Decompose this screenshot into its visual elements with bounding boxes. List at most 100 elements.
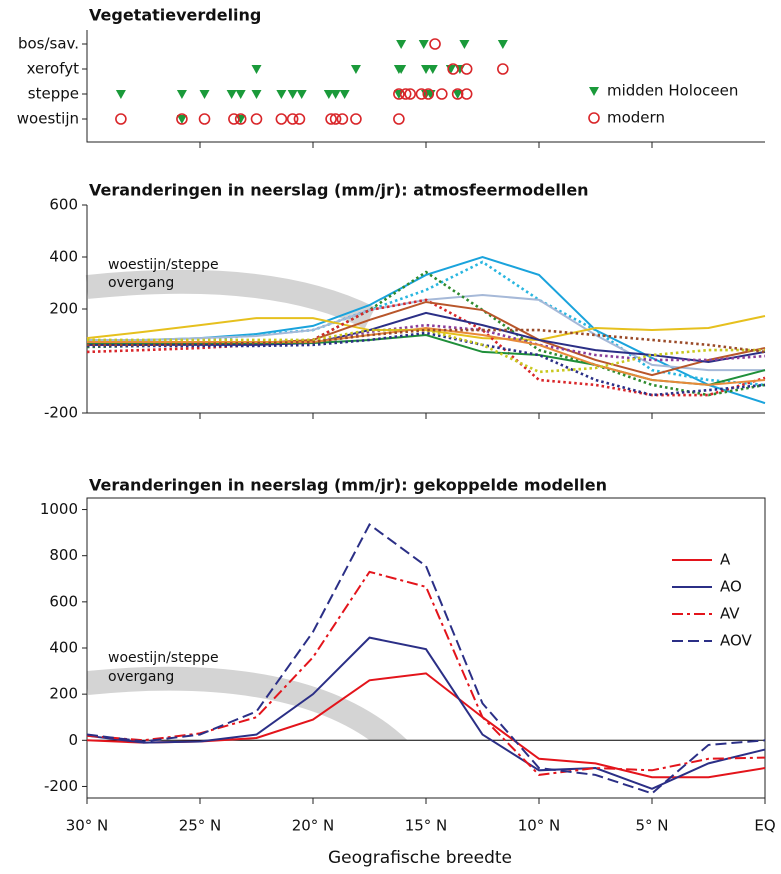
point — [589, 87, 599, 96]
point — [276, 90, 287, 99]
point — [199, 90, 210, 99]
y-tick-label: 1000 — [40, 500, 78, 518]
y-tick-label: woestijn — [17, 110, 79, 128]
point — [251, 65, 262, 74]
panel-title: Veranderingen in neerslag (mm/jr): gekop… — [89, 476, 607, 495]
series-line — [86, 636, 766, 790]
point — [418, 40, 429, 49]
point — [399, 88, 412, 100]
x-axis-label: Geografische breedte — [328, 848, 512, 868]
point — [251, 90, 262, 99]
point — [459, 40, 470, 49]
x-tick-label: 30° N — [66, 817, 109, 835]
point — [451, 88, 464, 100]
point — [404, 88, 416, 100]
point — [336, 113, 349, 125]
legend-label: modern — [607, 109, 665, 127]
annotation: overgang — [108, 275, 174, 291]
y-tick-label: 200 — [49, 300, 78, 318]
y-tick-label: 800 — [49, 546, 78, 564]
legend-label: AO — [720, 578, 742, 596]
point — [393, 88, 405, 100]
point — [393, 113, 405, 125]
point — [421, 65, 431, 74]
x-tick-label: 15° N — [405, 817, 448, 835]
transition-band — [87, 666, 408, 740]
transition-band — [85, 269, 376, 329]
point — [350, 65, 361, 74]
point — [329, 113, 342, 125]
point — [198, 113, 211, 125]
point — [293, 113, 306, 125]
point — [235, 90, 246, 99]
x-tick-label: 10° N — [518, 817, 561, 835]
x-tick-label: 25° N — [179, 817, 222, 835]
legend-label: AV — [720, 605, 740, 623]
point — [339, 90, 350, 99]
y-tick-label: 400 — [49, 639, 78, 657]
y-tick-label: 600 — [49, 196, 78, 214]
point — [176, 113, 188, 125]
point — [350, 113, 362, 125]
series-line — [87, 328, 766, 354]
point — [228, 113, 240, 125]
y-tick-label: 400 — [49, 248, 78, 266]
annotation: woestijn/steppe — [108, 257, 219, 273]
series-line — [86, 260, 766, 387]
point — [234, 113, 247, 125]
x-tick-label: EQ — [754, 817, 775, 835]
y-tick-label: 600 — [49, 592, 78, 610]
y-tick-label: 0 — [68, 731, 78, 749]
point — [323, 90, 334, 99]
y-tick-label: xerofyt — [27, 60, 80, 78]
point — [296, 90, 307, 99]
point — [275, 113, 288, 125]
point — [429, 38, 441, 50]
point — [427, 65, 438, 74]
series-line — [86, 315, 766, 341]
point — [330, 90, 341, 99]
legend-label: A — [720, 551, 731, 569]
series-line — [86, 570, 766, 776]
series-line — [86, 523, 766, 795]
point — [396, 40, 407, 49]
point — [447, 63, 459, 75]
y-tick-label: steppe — [28, 85, 79, 103]
panel-title: Vegetatieverdeling — [89, 6, 261, 25]
series-line — [87, 326, 766, 386]
x-tick-label: 20° N — [292, 817, 335, 835]
point — [460, 88, 473, 100]
series-line — [86, 270, 766, 397]
annotation: overgang — [108, 669, 174, 685]
point — [250, 113, 263, 125]
series-line — [87, 311, 766, 364]
point — [422, 88, 435, 100]
point — [226, 90, 237, 99]
y-tick-label: -200 — [44, 404, 78, 422]
point — [176, 115, 187, 124]
y-tick-label: -200 — [44, 777, 78, 795]
series-line — [86, 298, 766, 397]
point — [497, 63, 509, 75]
y-tick-label: 200 — [49, 685, 78, 703]
panel-title: Veranderingen in neerslag (mm/jr): atmos… — [89, 181, 589, 200]
annotation: woestijn/steppe — [108, 650, 219, 666]
point — [588, 112, 600, 124]
point — [115, 113, 127, 125]
y-tick-label: bos/sav. — [18, 35, 79, 53]
point — [452, 90, 463, 99]
frame — [86, 497, 766, 799]
point — [325, 113, 337, 125]
legend-label: midden Holoceen — [607, 82, 738, 100]
point — [436, 88, 448, 100]
legend-label: AOV — [720, 632, 753, 650]
point — [396, 65, 407, 74]
x-tick-label: 5° N — [635, 817, 668, 835]
point — [176, 90, 187, 99]
point — [286, 113, 299, 125]
point — [115, 90, 126, 99]
point — [415, 88, 428, 100]
point — [287, 90, 298, 99]
